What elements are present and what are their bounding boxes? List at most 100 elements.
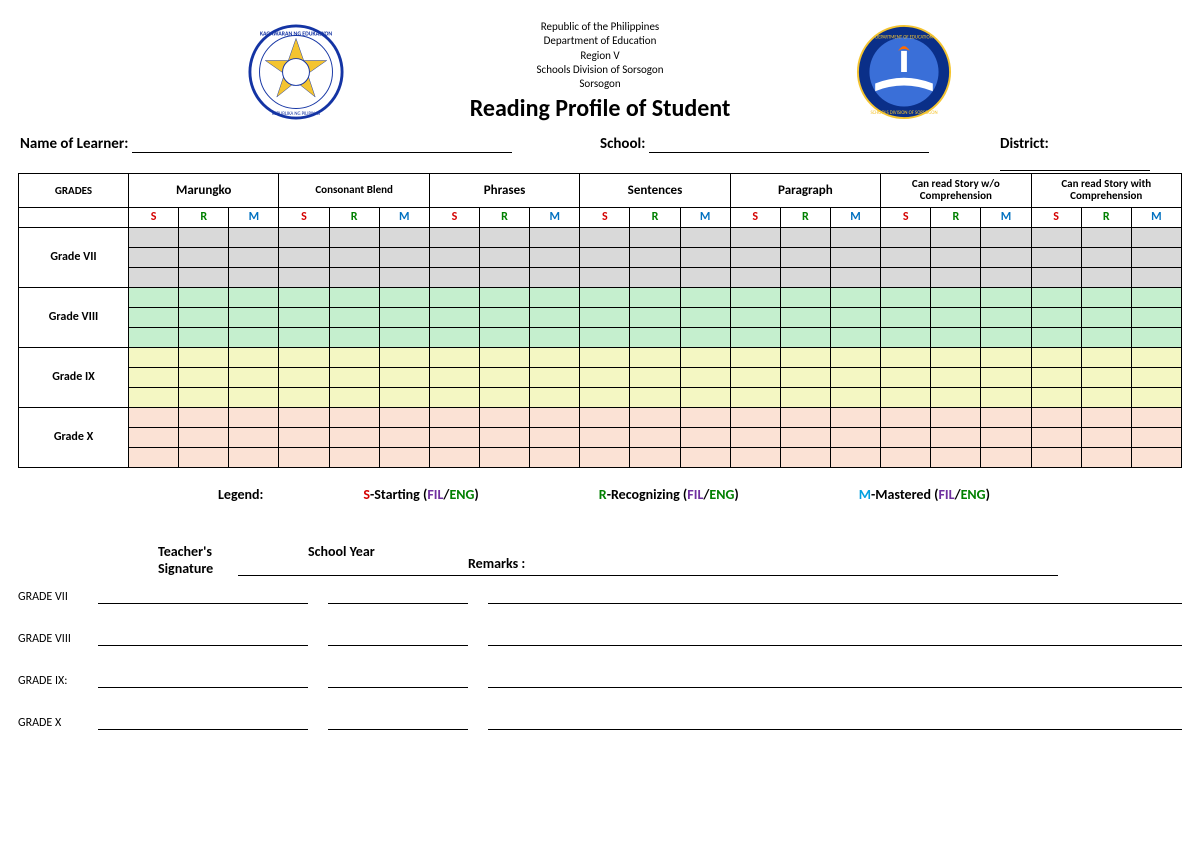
- grade-cell: [379, 247, 429, 267]
- grade-cell: [1031, 227, 1081, 247]
- grade-cell: [129, 427, 179, 447]
- grade-cell: [881, 367, 931, 387]
- srm-header-R: R: [780, 207, 830, 227]
- signature-row: GRADE IX:: [18, 674, 1182, 688]
- grade-cell: [229, 247, 279, 267]
- reading-profile-table: GRADES Marungko Consonant Blend Phrases …: [18, 173, 1182, 468]
- signature-lines: GRADE VII GRADE VIII GRADE IX: GRADE X: [18, 590, 1182, 730]
- grade-cell: [1131, 287, 1181, 307]
- grade-cell: [229, 327, 279, 347]
- grade-cell: [530, 227, 580, 247]
- grade-cell: [129, 227, 179, 247]
- legend-row: Legend: S-Starting (FIL/ENG)R-Recognizin…: [218, 486, 1182, 503]
- header-line: Department of Education: [470, 34, 731, 48]
- grade-cell: [429, 307, 479, 327]
- district-underline: [1000, 170, 1150, 171]
- fields-row: Name of Learner: School: District:: [18, 135, 1182, 171]
- grade-cell: [229, 367, 279, 387]
- grade-cell: [730, 447, 780, 467]
- grade-cell: [680, 367, 730, 387]
- grade-cell: [881, 427, 931, 447]
- grade-cell: [981, 347, 1031, 367]
- grade-cell: [129, 307, 179, 327]
- header: KAGAWARAN NG EDUKASYON REPUBLIKA NG PILI…: [18, 20, 1182, 125]
- sig-row-label: GRADE VII: [18, 590, 98, 604]
- grade-cell: [429, 247, 479, 267]
- sig-row-label: GRADE VIII: [18, 632, 98, 646]
- grade-cell: [680, 347, 730, 367]
- grade-cell: [479, 407, 529, 427]
- teacher-row: Teacher's Signature School Year Remarks …: [158, 543, 1182, 577]
- grade-cell: [981, 327, 1031, 347]
- grade-cell: [780, 227, 830, 247]
- grade-cell: [780, 387, 830, 407]
- grade-cell: [329, 447, 379, 467]
- srm-header-R: R: [329, 207, 379, 227]
- grade-cell: [580, 407, 630, 427]
- grade-cell: [479, 427, 529, 447]
- grade-cell: [179, 367, 229, 387]
- grade-cell: [830, 227, 880, 247]
- grade-cell: [179, 247, 229, 267]
- grade-cell: [630, 287, 680, 307]
- school-label: School:: [600, 135, 645, 153]
- grade-cell: [479, 287, 529, 307]
- grade-cell: [931, 227, 981, 247]
- category-header: Can read Story w/o Comprehension: [881, 173, 1031, 207]
- svg-text:REPUBLIKA NG PILIPINAS: REPUBLIKA NG PILIPINAS: [272, 111, 321, 117]
- grade-cell: [830, 327, 880, 347]
- district-label: District:: [1000, 135, 1049, 153]
- grade-cell: [1131, 387, 1181, 407]
- grade-cell: [780, 287, 830, 307]
- grade-cell: [229, 307, 279, 327]
- grade-cell: [530, 267, 580, 287]
- grade-cell: [1081, 387, 1131, 407]
- srm-header-M: M: [830, 207, 880, 227]
- grade-cell: [1081, 447, 1131, 467]
- grade-cell: [630, 447, 680, 467]
- grade-cell: [680, 407, 730, 427]
- sig-underline-2: [328, 687, 468, 688]
- grade-cell: [329, 327, 379, 347]
- grade-cell: [329, 387, 379, 407]
- grade-cell: [981, 267, 1031, 287]
- grade-cell: [379, 347, 429, 367]
- grade-cell: [329, 227, 379, 247]
- grade-cell: [429, 347, 479, 367]
- grade-cell: [279, 267, 329, 287]
- srm-header-R: R: [479, 207, 529, 227]
- grade-cell: [730, 327, 780, 347]
- grade-cell: [780, 247, 830, 267]
- signature-row: GRADE X: [18, 716, 1182, 730]
- srm-header-R: R: [1081, 207, 1131, 227]
- grade-cell: [881, 247, 931, 267]
- grade-cell: [530, 327, 580, 347]
- srm-header-M: M: [530, 207, 580, 227]
- grade-cell: [329, 307, 379, 327]
- grade-cell: [580, 347, 630, 367]
- blank-header: [19, 207, 129, 227]
- grade-cell: [379, 367, 429, 387]
- grade-cell: [530, 407, 580, 427]
- grade-cell: [329, 367, 379, 387]
- grade-cell: [279, 427, 329, 447]
- grade-cell: [1131, 227, 1181, 247]
- grade-cell: [830, 447, 880, 467]
- grade-cell: [479, 227, 529, 247]
- grade-cell: [479, 367, 529, 387]
- grade-cell: [830, 427, 880, 447]
- grade-cell: [530, 367, 580, 387]
- grade-cell: [229, 387, 279, 407]
- grade-cell: [479, 327, 529, 347]
- grade-cell: [1031, 307, 1081, 327]
- grade-cell: [981, 447, 1031, 467]
- grade-cell: [229, 427, 279, 447]
- grade-cell: [279, 367, 329, 387]
- grade-cell: [931, 287, 981, 307]
- sig-underline-2: [328, 729, 468, 730]
- grade-cell: [1081, 347, 1131, 367]
- grade-cell: [129, 407, 179, 427]
- grade-cell: [179, 227, 229, 247]
- grade-cell: [981, 407, 1031, 427]
- grade-cell: [630, 247, 680, 267]
